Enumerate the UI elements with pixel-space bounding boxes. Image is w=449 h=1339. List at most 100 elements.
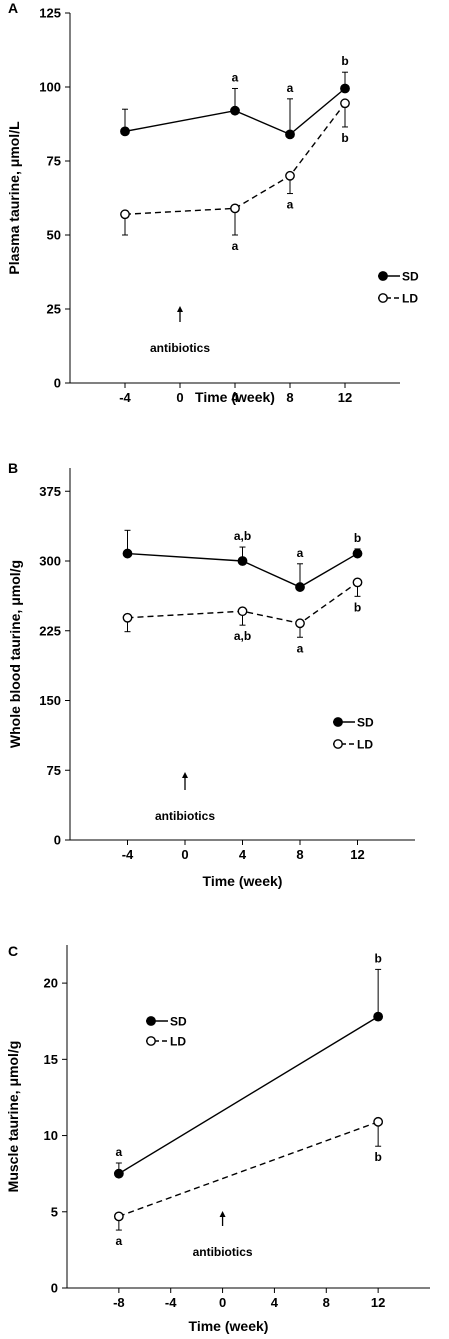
y-tick-label: 100 [39,80,61,95]
series-line-sd [124,87,346,136]
series-line-ld [124,102,346,215]
series-line-ld [127,581,358,625]
y-tick-label: 125 [39,6,61,21]
x-tick-label: 0 [219,1295,226,1310]
significance-letter: a [116,1234,123,1248]
y-axis-label: Whole blood taurine, μmol/g [7,560,23,748]
significance-letter: a,b [234,629,251,643]
arrow-up-icon [182,772,188,778]
x-tick-label: -8 [113,1295,125,1310]
x-tick-label: 12 [338,390,352,405]
legend-marker [378,271,388,281]
chart-panel-a: A 0 25 50 75 100 125 -4 0 4 8 12 Plasma taurine, μmo… [6,0,419,405]
x-tick-label: 0 [181,847,188,862]
data-point [352,548,363,559]
significance-letter: a [232,70,239,84]
data-point [373,1116,384,1127]
legend-label-ld: LD [357,738,373,752]
x-tick-label: 12 [371,1295,385,1310]
data-point [295,582,305,592]
data-point [237,606,248,617]
x-tick-label: 4 [239,847,247,862]
series-ld [113,1116,384,1231]
data-point [230,203,240,214]
x-axis-label: Time (week) [189,1318,269,1334]
x-tick-label: 4 [231,390,239,405]
data-point [113,1211,124,1222]
antibiotics-annotation: antibiotics [150,306,210,355]
significance-letter: a,b [234,529,251,543]
y-tick-label: 25 [47,302,61,317]
legend-marker [146,1036,156,1046]
antibiotics-label: antibiotics [150,341,210,355]
data-point [122,612,133,623]
y-tick-label: 0 [54,833,61,848]
x-axis-label: Time (week) [195,389,275,405]
significance-letter: b [354,531,361,545]
y-tick-label: 375 [39,484,61,499]
y-tick-label: 75 [47,154,61,169]
series-ld [122,577,363,638]
y-tick-label: 225 [39,623,61,638]
y-tick-label: 0 [54,376,61,391]
significance-letter: b [341,54,348,68]
legend-marker [333,739,343,749]
series-sd [120,71,350,140]
x-tick-label: -4 [122,847,134,862]
series-sd [122,529,363,592]
significance-letter: a [116,1145,123,1159]
panel-letter: C [8,943,18,959]
y-tick-label: 50 [47,228,61,243]
legend-label-sd: SD [170,1015,187,1029]
y-axis-label: Plasma taurine, μmol/L [6,121,22,275]
legend-label-sd: SD [357,716,374,730]
data-point [230,105,240,116]
legend: SD LD [333,716,374,752]
antibiotics-label: antibiotics [193,1245,253,1259]
y-tick-label: 300 [39,554,61,569]
significance-letter: a [287,198,294,212]
significance-letter: b [354,600,361,614]
y-tick-label: 150 [39,693,61,708]
legend-label-ld: LD [170,1035,186,1049]
data-point [285,129,295,140]
arrow-up-icon [219,1211,226,1217]
antibiotics-annotation: antibiotics [155,772,215,823]
series-line-sd [127,552,358,588]
y-tick-label: 5 [51,1204,58,1219]
x-tick-label: 0 [176,390,183,405]
series-sd [113,968,384,1179]
data-point [373,1011,384,1022]
data-point [295,618,305,629]
x-tick-label: -4 [165,1295,177,1310]
significance-letter: a [287,81,294,95]
legend-marker [146,1016,156,1026]
series-line-ld [118,1121,379,1218]
legend-label-ld: LD [402,292,418,306]
chart-panel-c: C 0 5 10 15 20 -8 -4 0 4 8 12 Muscle taurine, μmol/g… [5,943,430,1334]
arrow-up-icon [177,306,183,312]
legend-label-sd: SD [402,270,419,284]
x-axis-label: Time (week) [203,873,283,889]
y-tick-label: 0 [51,1281,58,1296]
panel-letter: A [8,0,18,16]
data-point [122,548,133,559]
significance-letter: a [297,641,304,655]
data-point [113,1168,124,1179]
legend-marker [333,717,343,727]
significance-letter: b [374,1150,381,1164]
antibiotics-label: antibiotics [155,809,215,823]
significance-letter: b [341,131,348,145]
y-tick-label: 20 [44,976,58,991]
data-point [237,556,248,566]
series-line-sd [118,1016,379,1175]
data-point [285,170,295,181]
data-point [352,577,363,588]
data-point [120,209,130,220]
legend: SD LD [378,270,419,306]
panel-letter: B [8,460,18,476]
y-tick-label: 15 [44,1052,58,1067]
x-tick-label: -4 [119,390,131,405]
significance-letter: a [232,239,239,253]
